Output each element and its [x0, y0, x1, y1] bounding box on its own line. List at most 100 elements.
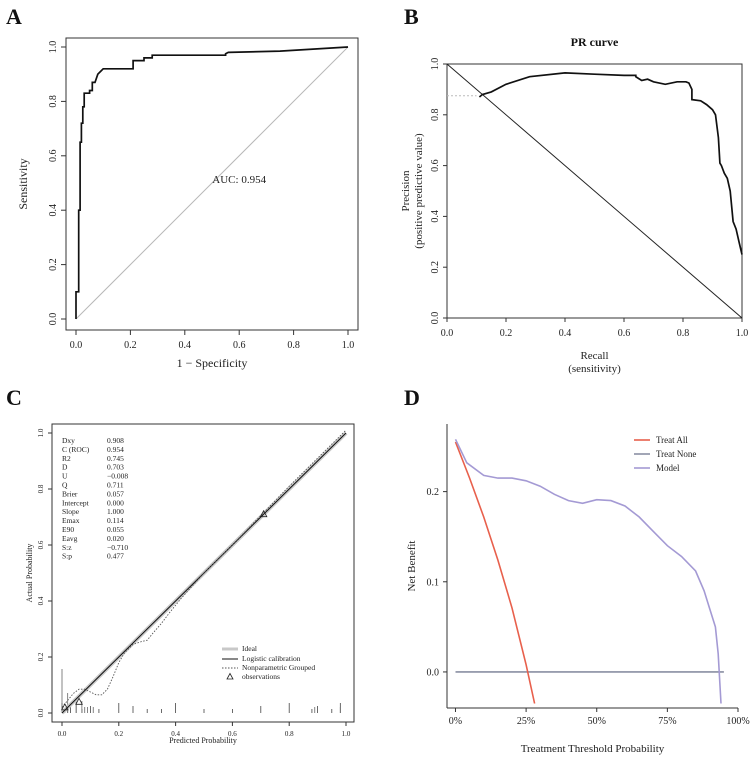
pr-y-tick-label: 0.4: [430, 210, 441, 223]
calibration-logistic-line: [61, 432, 347, 714]
calibration-stat-label: Dxy: [62, 436, 75, 445]
calibration-x-axis-label: Predicted Probability: [169, 736, 237, 745]
dca-x-tick-label: 100%: [726, 716, 749, 727]
roc-plot-frame: [65, 37, 359, 331]
roc-x-tick-label: 1.0: [342, 340, 355, 351]
calibration-observation-marker: [60, 703, 69, 711]
calibration-stat-value: −0.008: [107, 472, 128, 481]
panel-label-a: A: [6, 4, 22, 29]
roc-y-tick-label: 1.0: [48, 41, 59, 54]
dca-y-tick-label: 0.1: [427, 577, 440, 588]
dca-legend-label: Treat None: [656, 449, 696, 459]
dca-x-axis-label: Treatment Threshold Probability: [521, 743, 665, 755]
roc-y-tick-label: 0.2: [48, 258, 59, 271]
calibration-stat-label: S:p: [62, 552, 72, 561]
pr-x-axis-label: Recall: [580, 350, 608, 362]
dca-x-tick-label: 50%: [588, 716, 606, 727]
calibration-stat-value: 0.703: [107, 463, 124, 472]
pr-x-tick-label: 0.4: [559, 328, 572, 339]
pr-x-tick-label: 0.8: [677, 328, 690, 339]
roc-reference-line: [75, 46, 349, 320]
pr-x-tick-label: 0.6: [618, 328, 631, 339]
calibration-plot-frame: [51, 423, 355, 723]
calibration-stat-value: 0.114: [107, 516, 124, 525]
roc-x-tick-label: 0.2: [124, 340, 137, 351]
roc-x-tick-label: 0.8: [287, 340, 300, 351]
roc-curve: [75, 46, 349, 319]
panel-label-b: B: [404, 4, 419, 29]
calibration-stat-value: 0.908: [107, 436, 124, 445]
calibration-stat-label: Intercept: [62, 498, 90, 507]
roc-auc-annotation: AUC: 0.954: [212, 174, 266, 186]
pr-reference-line: [446, 63, 743, 319]
roc-x-tick-label: 0.0: [70, 340, 83, 351]
calibration-x-tick-label: 1.0: [342, 730, 351, 738]
pr-curve: [478, 72, 743, 255]
pr-chart: PR curve 0.0 0.2 0.4 0.6 0.8 1.0 0.0 0.2 0.4 0.6 0.…: [400, 35, 748, 375]
calibration-stat-label: R2: [62, 454, 71, 463]
roc-chart: 0.0 0.2 0.4 0.6 0.8 1.0 0.0 0.2 0.4 0.6 0.8 1.0 1 − …: [16, 37, 359, 370]
roc-y-axis-label: Sensitivity: [16, 158, 30, 209]
dca-treat-all-line: [454, 441, 536, 704]
calibration-stat-label: Slope: [62, 507, 80, 516]
calibration-stat-value: 0.055: [107, 525, 124, 534]
pr-y-axis-sublabel: (positive predictive value): [413, 133, 425, 249]
calibration-y-tick-label: 1.0: [37, 428, 45, 437]
calibration-x-tick-label: 0.2: [114, 730, 123, 738]
calibration-y-tick-label: 0.4: [37, 596, 45, 605]
legend-swatch-observations: [226, 672, 234, 680]
legend-label: Logistic calibration: [242, 654, 301, 663]
dca-y-tick-label: 0.0: [427, 667, 440, 678]
calibration-stat-value: 0.745: [107, 454, 124, 463]
pr-plot-frame: [446, 63, 743, 319]
pr-x-tick-label: 0.0: [441, 328, 454, 339]
pr-y-tick-label: 1.0: [430, 58, 441, 71]
dca-y-tick-label: 0.2: [427, 487, 440, 498]
calibration-observation-marker: [75, 697, 83, 705]
calibration-stat-label: D: [62, 463, 68, 472]
calibration-y-tick-label: 0.2: [37, 652, 45, 661]
dca-legend-label: Model: [656, 463, 680, 473]
dca-y-axis-label: Net Benefit: [406, 540, 418, 591]
pr-x-tick-label: 1.0: [736, 328, 749, 339]
dca-legend-label: Treat All: [656, 435, 688, 445]
roc-x-tick-label: 0.6: [233, 340, 246, 351]
calibration-x-tick-label: 0.6: [228, 730, 237, 738]
calibration-stat-label: E90: [62, 525, 74, 534]
legend-label: Ideal: [242, 644, 257, 653]
calibration-chart: 0.0 0.2 0.4 0.6 0.8 1.0 0.0 0.2 0.4 0.6 0.8 1.0 Pred…: [25, 423, 355, 745]
calibration-y-tick-label: 0.0: [37, 708, 45, 717]
calibration-y-tick-label: 0.8: [37, 484, 45, 493]
calibration-stat-label: Emax: [62, 516, 80, 525]
calibration-stat-value: 0.711: [107, 481, 124, 490]
roc-y-tick-label: 0.8: [48, 95, 59, 108]
calibration-stat-value: 0.000: [107, 498, 124, 507]
roc-x-tick-label: 0.4: [179, 340, 192, 351]
calibration-nonparametric-line: [61, 429, 347, 708]
legend-label: Nonparametric Grouped: [242, 663, 315, 672]
dca-x-tick-label: 75%: [658, 716, 676, 727]
roc-y-tick-label: 0.0: [48, 313, 59, 326]
pr-title: PR curve: [571, 35, 619, 49]
calibration-stat-label: Q: [62, 481, 68, 490]
calibration-stat-value: 0.057: [107, 489, 124, 498]
calibration-stat-value: 1.000: [107, 507, 124, 516]
calibration-y-axis-label: Actual Probability: [25, 544, 34, 603]
panel-label-c: C: [6, 385, 22, 410]
dca-x-tick-label: 0%: [449, 716, 462, 727]
pr-x-axis-sublabel: (sensitivity): [568, 363, 621, 375]
dca-chart: 0% 25% 50% 75% 100% 0.0 0.1 0.2 Treatment Thresh…: [406, 424, 750, 755]
pr-y-tick-label: 0.6: [430, 159, 441, 172]
pr-x-tick-label: 0.2: [500, 328, 513, 339]
roc-y-tick-label: 0.4: [48, 204, 59, 217]
calibration-stat-label: U: [62, 472, 68, 481]
calibration-stat-value: 0.020: [107, 534, 124, 543]
calibration-x-tick-label: 0.0: [58, 730, 67, 738]
calibration-stat-label: Brier: [62, 489, 78, 498]
calibration-stat-label: Eavg: [62, 534, 78, 543]
roc-y-tick-label: 0.6: [48, 150, 59, 163]
calibration-observation-marker: [259, 509, 268, 518]
calibration-y-tick-label: 0.6: [37, 540, 45, 549]
